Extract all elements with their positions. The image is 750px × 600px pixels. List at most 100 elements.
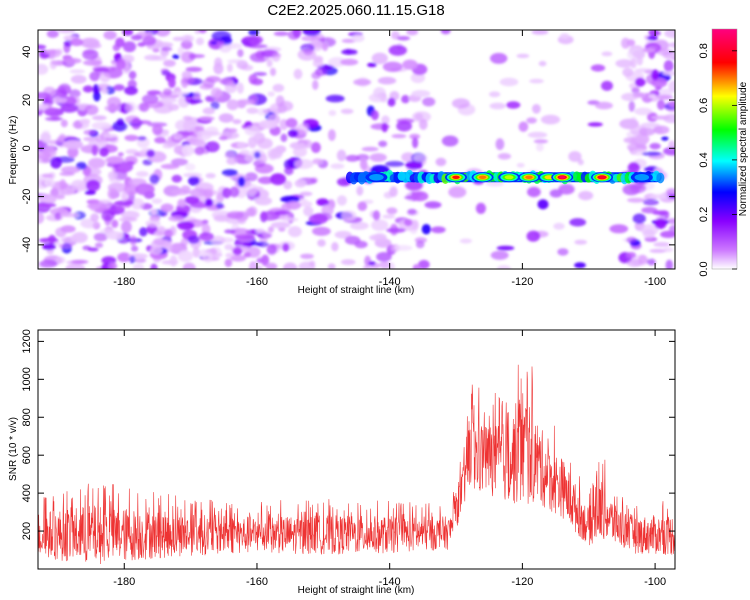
- heatmap-blob: [388, 44, 407, 56]
- heatmap-blob: [106, 231, 124, 240]
- heatmap-blob: [317, 239, 326, 247]
- heatmap-blob: [275, 95, 285, 107]
- heatmap-blob: [173, 133, 183, 140]
- heatmap-blob: [145, 219, 161, 228]
- heatmap-blob: [50, 156, 62, 169]
- heatmap-blob: [391, 134, 407, 139]
- heatmap-blob: [490, 250, 509, 260]
- heatmap-blob: [668, 80, 675, 93]
- colorbar-frame: [711, 28, 738, 270]
- heatmap-blob: [108, 262, 118, 269]
- heatmap-blob: [628, 100, 635, 112]
- heatmap-blob: [246, 107, 259, 114]
- heatmap-blob: [93, 84, 100, 95]
- heatmap-blob: [345, 154, 360, 162]
- heatmap-blob: [125, 160, 135, 166]
- y-tick-label: 200: [21, 522, 33, 540]
- heatmap-blob: [632, 92, 646, 98]
- heatmap-blob: [88, 157, 106, 169]
- heatmap-blob: [204, 198, 214, 207]
- heatmap-blob: [269, 67, 277, 77]
- heatmap-blob: [636, 55, 643, 66]
- heatmap-blob: [328, 57, 347, 67]
- heatmap-blob: [168, 77, 176, 89]
- heatmap-blob: [82, 85, 94, 93]
- heatmap-blob: [267, 91, 275, 97]
- heatmap-blob: [373, 233, 387, 242]
- heatmap-blob: [265, 262, 278, 269]
- heatmap-blob: [538, 60, 547, 67]
- heatmap-blob: [381, 122, 388, 133]
- heatmap-blob: [526, 230, 541, 242]
- y-tick-label: 600: [21, 446, 33, 464]
- spectrogram-panel: -180 -160 -140 -120 -100 -40 -20 0 20 40 Height …: [8, 29, 676, 296]
- heatmap-blob: [655, 49, 675, 56]
- heatmap-blob: [192, 247, 201, 258]
- heatmap-blob: [330, 163, 345, 169]
- heatmap-blob: [240, 246, 250, 251]
- heatmap-blob: [280, 133, 288, 142]
- heatmap-blob: [202, 107, 215, 115]
- heatmap-blob: [256, 241, 269, 248]
- heatmap-blob: [424, 201, 442, 209]
- heatmap-blob: [38, 44, 47, 50]
- heatmap-blob: [490, 52, 508, 64]
- heatmap-blob: [485, 181, 504, 187]
- heatmap-blob: [210, 247, 222, 259]
- signal-peak: [478, 175, 487, 179]
- heatmap-blob: [170, 158, 189, 166]
- heatmap-blob: [518, 121, 529, 132]
- heatmap-blob: [271, 52, 281, 62]
- heatmap-blob: [83, 129, 97, 136]
- heatmap-blob: [194, 146, 205, 156]
- heatmap-blob: [368, 261, 376, 266]
- heatmap-blob: [362, 265, 374, 269]
- heatmap-blob: [372, 210, 381, 221]
- heatmap-blob: [185, 66, 203, 72]
- heatmap-blob: [653, 242, 671, 247]
- heatmap-blob: [258, 119, 279, 129]
- heatmap-blob: [587, 122, 603, 127]
- heatmap-blob: [270, 147, 283, 156]
- heatmap-blob: [59, 213, 80, 218]
- heatmap-blob: [327, 263, 336, 269]
- heatmap-blob: [387, 97, 396, 107]
- heatmap-blob: [527, 131, 548, 138]
- heatmap-blob: [653, 125, 670, 135]
- y-tick-label: 400: [21, 484, 33, 502]
- heatmap-blob: [239, 149, 251, 156]
- heatmap-blob: [171, 91, 190, 96]
- heatmap-blob: [221, 169, 238, 177]
- heatmap-blob: [42, 243, 56, 251]
- heatmap-blob: [615, 59, 634, 68]
- heatmap-blob: [79, 118, 91, 125]
- heatmap-blob: [537, 199, 549, 210]
- heatmap-blob: [222, 187, 232, 199]
- heatmap-blob: [312, 212, 333, 221]
- heatmap-blob: [536, 142, 544, 152]
- heatmap-blob: [287, 129, 299, 138]
- heatmap-blob: [137, 136, 147, 141]
- colorbar-tick-label: 0.4: [698, 152, 710, 167]
- heatmap-blob: [182, 115, 193, 121]
- heatmap-blob: [160, 46, 173, 52]
- heatmap-blob: [642, 48, 656, 53]
- heatmap-blob: [107, 188, 118, 200]
- heatmap-blob: [532, 104, 541, 114]
- heatmap-blob: [204, 141, 220, 153]
- heatmap-blob: [70, 38, 84, 47]
- heatmap-blob: [224, 151, 236, 160]
- heatmap-blob: [163, 88, 173, 96]
- heatmap-blob: [371, 110, 379, 121]
- colorbar-gradient: [712, 29, 737, 269]
- heatmap-blob: [38, 212, 45, 224]
- heatmap-blob: [229, 186, 240, 198]
- x-tick-label: -160: [246, 276, 268, 288]
- heatmap-blob: [102, 133, 118, 138]
- heatmap-blob: [257, 176, 274, 185]
- heatmap-blob: [393, 245, 413, 251]
- heatmap-blob: [193, 91, 202, 101]
- heatmap-blob: [187, 99, 204, 104]
- heatmap-blob: [649, 142, 661, 150]
- heatmap-blob: [121, 191, 128, 202]
